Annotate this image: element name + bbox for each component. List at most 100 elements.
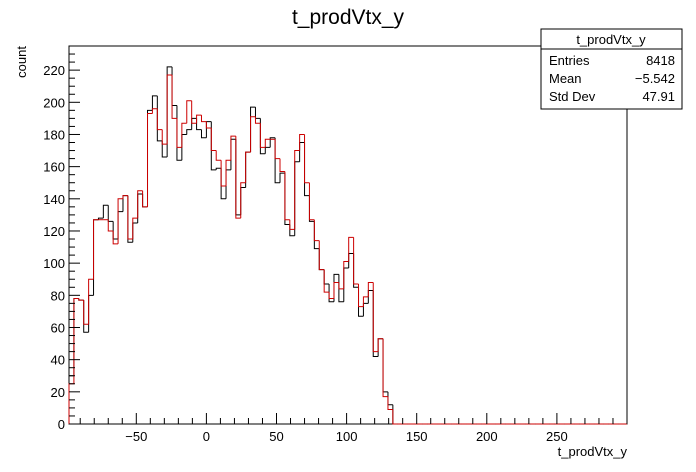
histogram-bin — [348, 236, 354, 262]
histogram-bin — [97, 217, 104, 220]
y-tick-label: 100 — [43, 256, 65, 271]
histogram-bin — [122, 195, 128, 199]
histogram-bin — [264, 138, 271, 148]
histogram-bin — [230, 138, 236, 170]
histogram-bin — [358, 284, 364, 308]
y-tick-label: 40 — [51, 353, 65, 368]
plot-frame — [68, 45, 628, 425]
histogram-bin — [294, 150, 300, 230]
histogram-bin — [377, 338, 384, 352]
histogram-bin — [176, 118, 182, 148]
histogram-bin — [343, 261, 349, 289]
histogram-bin — [353, 253, 359, 288]
histogram-bin — [382, 338, 388, 398]
histogram-bin — [176, 105, 182, 161]
histogram-bin — [107, 219, 114, 232]
histogram-bin — [328, 292, 334, 300]
histogram-bin — [196, 114, 202, 124]
histogram-bin — [235, 139, 241, 216]
y-axis: 0 20 40 60 80 100 120 140 160 180 200 220 — [43, 53, 80, 432]
histogram-bin — [220, 168, 227, 200]
histogram-bin — [245, 151, 251, 188]
histogram-bin — [254, 107, 261, 119]
stats-stddev-value: 47.91 — [642, 89, 675, 104]
histogram-bin — [83, 300, 89, 325]
histogram-bin — [343, 267, 349, 302]
histogram-bin — [362, 302, 369, 317]
histogram-bin — [186, 129, 192, 135]
histogram-bin — [348, 253, 354, 268]
histogram-bin — [73, 298, 79, 384]
y-tick-label: 140 — [43, 192, 65, 207]
histogram-bin — [392, 409, 398, 425]
histogram-bin — [274, 139, 280, 160]
histogram-bin — [338, 282, 344, 290]
stats-entries-label: Entries — [549, 53, 590, 68]
histogram-bin — [299, 133, 305, 151]
histogram-bin — [142, 190, 148, 208]
histogram-bin — [151, 95, 158, 111]
histogram-bin — [372, 290, 379, 357]
histogram-bin — [102, 204, 109, 219]
x-tick-label: 100 — [336, 429, 358, 444]
y-axis-label: count — [14, 46, 29, 78]
x-tick-label: 200 — [476, 429, 498, 444]
histogram-bin — [196, 118, 202, 131]
histogram-bin — [225, 159, 231, 186]
histogram-bin — [205, 121, 212, 138]
x-axis-label: t_prodVtx_y — [558, 444, 628, 459]
histogram-bin — [264, 146, 271, 154]
histogram-bin — [299, 142, 305, 162]
histogram-bin — [259, 118, 266, 155]
histogram-bin — [215, 167, 222, 170]
histogram-bin — [200, 115, 207, 123]
histogram-bin — [107, 205, 114, 222]
x-axis: −50 0 50 100 150 200 250 — [79, 413, 628, 444]
histogram-bin — [289, 219, 295, 230]
histogram-bin — [279, 172, 285, 183]
histogram-bin — [88, 294, 94, 333]
histogram-bin — [250, 116, 256, 153]
histogram-bin — [323, 269, 330, 293]
histogram-bin — [240, 182, 246, 219]
histogram-bin — [284, 171, 290, 221]
histogram-bin — [68, 383, 74, 424]
y-tick-label: 120 — [43, 224, 65, 239]
histogram-bin — [117, 211, 123, 240]
x-tick-label: 150 — [406, 429, 428, 444]
histogram-bin — [142, 193, 148, 208]
histogram-bin — [377, 338, 384, 357]
histogram-bin — [147, 109, 153, 207]
stats-entries-value: 8418 — [646, 53, 675, 68]
stats-mean-value: −5.542 — [635, 71, 675, 86]
x-tick-label: 250 — [546, 429, 568, 444]
histogram-bin — [166, 74, 173, 145]
stats-box-title: t_prodVtx_y — [576, 32, 646, 47]
histogram-bin — [122, 195, 128, 212]
histogram-bin — [171, 74, 177, 119]
y-tick-label: 0 — [58, 417, 65, 432]
y-tick-label: 180 — [43, 127, 65, 142]
histogram-bin — [333, 281, 339, 299]
histogram-bin — [73, 298, 79, 376]
histogram-bin — [279, 158, 285, 172]
y-tick-label: 60 — [51, 320, 65, 335]
histogram-bin — [387, 391, 393, 406]
histogram-bin — [186, 100, 192, 124]
histogram-bin — [318, 240, 325, 271]
histogram-bin — [294, 161, 300, 236]
histogram-bin — [308, 182, 315, 221]
histogram-bin — [147, 113, 153, 207]
histogram-bin — [230, 135, 236, 161]
histogram-bin — [313, 221, 320, 250]
histogram-bin — [112, 221, 119, 240]
y-tick-label: 220 — [43, 63, 65, 78]
histogram-bin — [358, 287, 364, 317]
histogram-bin — [88, 278, 94, 325]
x-tick-label: 0 — [203, 429, 210, 444]
histogram-bin — [333, 273, 339, 302]
histogram-bin — [254, 116, 261, 124]
histogram-bin — [137, 190, 143, 219]
histogram-bin — [127, 195, 133, 243]
